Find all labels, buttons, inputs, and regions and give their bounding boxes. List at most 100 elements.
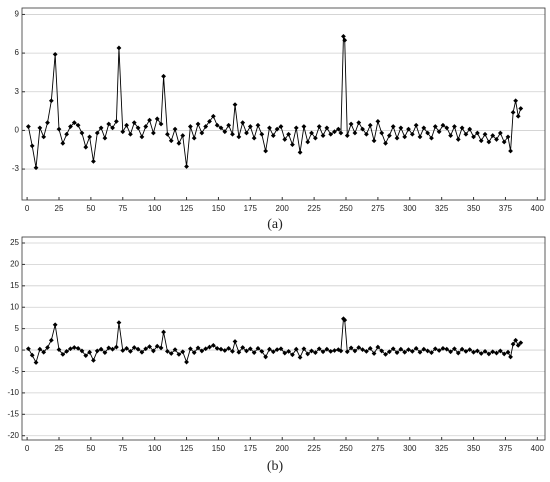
marker	[270, 349, 276, 355]
marker	[94, 130, 100, 136]
marker	[259, 131, 265, 137]
marker	[71, 345, 77, 350]
marker	[332, 129, 337, 135]
marker	[320, 349, 326, 355]
marker	[432, 346, 438, 352]
x-tick-label: 50	[86, 204, 95, 213]
marker	[316, 124, 322, 129]
marker	[467, 347, 473, 353]
marker	[497, 348, 503, 354]
y-tick-label: 15	[10, 281, 19, 290]
marker	[247, 124, 253, 129]
marker	[128, 131, 133, 137]
marker	[158, 345, 164, 351]
marker	[494, 137, 499, 142]
marker	[195, 121, 201, 127]
marker	[375, 118, 381, 124]
marker	[290, 142, 295, 147]
marker	[102, 135, 108, 141]
marker	[398, 125, 404, 131]
marker	[459, 125, 465, 131]
marker	[282, 137, 288, 142]
marker	[486, 351, 492, 357]
marker	[508, 354, 513, 360]
marker	[324, 346, 330, 352]
y-tick-label: 6	[15, 48, 20, 57]
marker	[33, 165, 39, 171]
marker	[320, 133, 326, 138]
marker	[45, 120, 50, 126]
marker	[335, 126, 341, 132]
marker	[274, 126, 280, 132]
marker	[478, 138, 484, 144]
x-tick-label: 250	[339, 444, 353, 453]
x-tick-label: 225	[307, 444, 321, 453]
marker	[124, 345, 129, 351]
marker	[344, 133, 350, 138]
marker	[342, 37, 348, 43]
y-tick-label: -3	[12, 164, 20, 173]
marker	[48, 98, 54, 104]
marker	[518, 340, 524, 346]
marker	[501, 139, 507, 145]
x-tick-label: 200	[276, 444, 290, 453]
marker	[180, 133, 186, 138]
marker	[232, 339, 238, 344]
marker	[518, 106, 524, 111]
marker	[278, 124, 284, 129]
marker	[176, 351, 182, 357]
marker	[251, 135, 257, 141]
plot-frame	[21, 236, 546, 441]
marker	[199, 348, 205, 354]
marker	[68, 124, 73, 129]
marker	[282, 350, 288, 356]
marker	[207, 118, 212, 124]
marker	[191, 350, 197, 356]
marker	[259, 348, 265, 354]
marker	[48, 337, 54, 343]
marker	[474, 130, 480, 136]
marker	[210, 342, 216, 348]
marker	[161, 73, 166, 79]
marker	[406, 126, 411, 132]
marker	[191, 135, 197, 141]
marker	[120, 129, 126, 135]
marker	[448, 349, 454, 355]
marker	[128, 348, 133, 354]
marker	[459, 346, 465, 352]
marker	[83, 144, 89, 150]
marker	[406, 347, 411, 353]
x-tick-label: 175	[244, 444, 258, 453]
marker	[64, 131, 70, 137]
marker	[364, 348, 369, 354]
y-tick-label: -5	[12, 367, 20, 376]
marker	[297, 149, 303, 155]
marker	[116, 320, 122, 326]
marker	[490, 133, 496, 138]
marker	[341, 33, 346, 39]
marker	[244, 348, 249, 354]
marker	[247, 346, 253, 352]
x-tick-label: 250	[339, 204, 353, 213]
x-tick-label: 375	[499, 444, 513, 453]
marker	[33, 360, 39, 365]
marker	[398, 346, 404, 352]
marker	[270, 133, 276, 138]
marker	[274, 347, 280, 353]
marker	[91, 357, 96, 363]
marker	[210, 113, 216, 119]
marker	[421, 125, 427, 131]
marker	[226, 122, 232, 128]
marker	[352, 348, 358, 354]
plot-frame	[21, 7, 546, 201]
y-tick-label: 25	[10, 238, 19, 247]
marker	[25, 346, 31, 352]
marker	[278, 346, 284, 352]
marker	[230, 131, 235, 137]
marker	[60, 140, 66, 146]
marker	[513, 98, 519, 104]
marker	[37, 125, 43, 131]
marker	[510, 341, 516, 347]
marker	[379, 130, 385, 136]
marker	[497, 130, 503, 136]
